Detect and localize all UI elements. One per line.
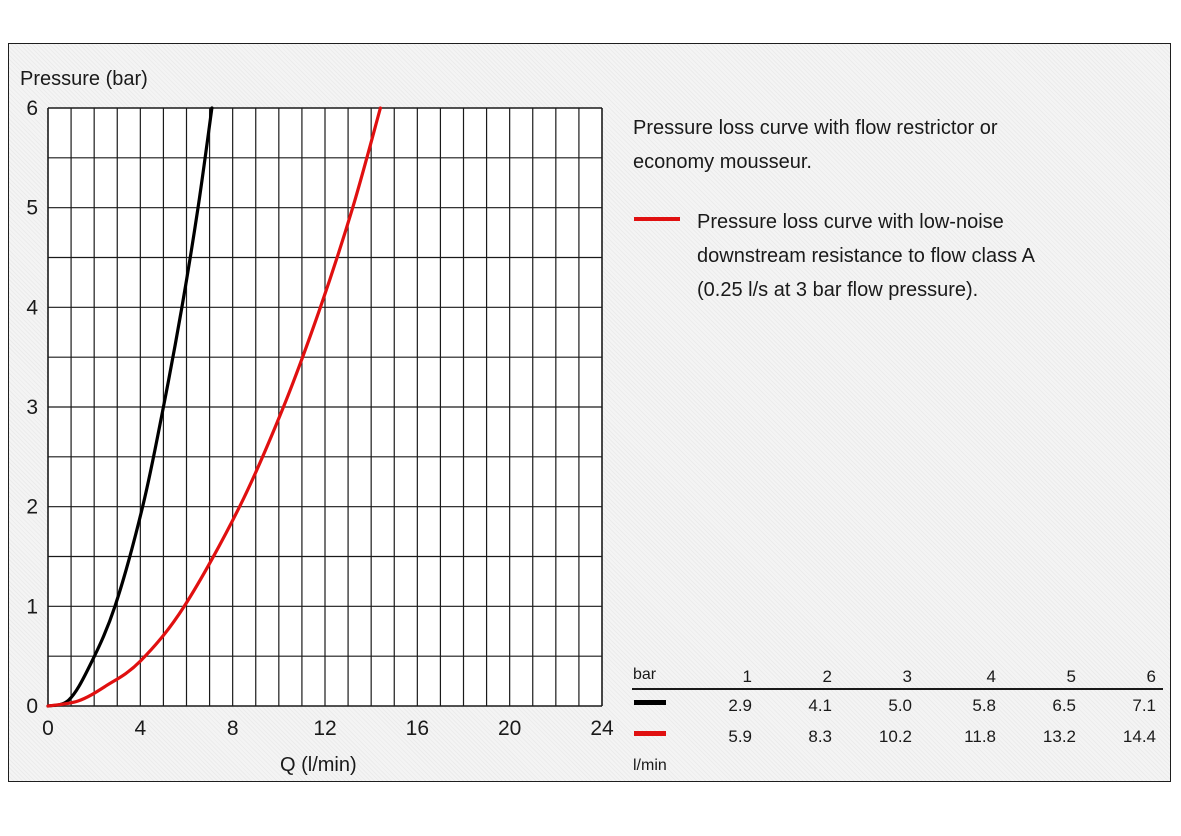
y-tick-label: 4 (26, 296, 38, 319)
table-red-val-6: 14.4 (1122, 727, 1156, 746)
table-col-6: 6 (1146, 667, 1156, 686)
table-red-val-1: 5.9 (728, 727, 752, 746)
legend-black-text-line1: Pressure loss curve with flow restrictor… (633, 117, 998, 139)
curves (46, 106, 382, 708)
x-tick-label: 20 (498, 717, 521, 740)
table-red-val-2: 8.3 (808, 727, 832, 746)
table-row-black-swatch (634, 700, 666, 705)
legend-red-text-line1: Pressure loss curve with low-noise (697, 211, 1004, 233)
table-black-val-3: 5.0 (888, 696, 912, 715)
legend-red-text-line2: downstream resistance to flow class A (697, 245, 1035, 267)
y-tick-label: 5 (26, 197, 38, 220)
x-tick-label: 0 (42, 717, 54, 740)
legend-red-text-line3: (0.25 l/s at 3 bar flow pressure). (697, 279, 979, 301)
series-red-curve (46, 106, 382, 708)
x-tick-label: 4 (134, 717, 146, 740)
x-tick-label: 12 (313, 717, 336, 740)
table-black-val-2: 4.1 (808, 696, 832, 715)
table-red-val-5: 13.2 (1042, 727, 1076, 746)
table-unit-label: l/min (633, 757, 667, 774)
series-black-curve (46, 106, 214, 708)
table-black-val-5: 6.5 (1052, 696, 1076, 715)
y-tick-label: 2 (26, 496, 38, 519)
legend-red-swatch (634, 217, 680, 221)
table-black-val-1: 2.9 (728, 696, 752, 715)
table-red-val-4: 11.8 (964, 727, 996, 746)
legend-black-text-line2: economy mousseur. (633, 151, 812, 173)
y-tick-label: 1 (26, 595, 38, 618)
x-axis-label: Q (l/min) (280, 754, 357, 776)
table-rule (632, 688, 1163, 690)
y-tick-label: 6 (26, 97, 38, 120)
table-col-3: 3 (902, 667, 912, 686)
table-black-val-6: 7.1 (1132, 696, 1156, 715)
table-row-red-swatch (634, 731, 666, 736)
table-col-5: 5 (1066, 667, 1076, 686)
table-red-val-3: 10.2 (878, 727, 912, 746)
plot-grid (47, 107, 603, 707)
x-tick-label: 16 (406, 717, 429, 740)
table-black-val-4: 5.8 (972, 696, 996, 715)
table-col-1: 1 (742, 667, 752, 686)
y-axis-label: Pressure (bar) (20, 68, 148, 90)
x-tick-label: 8 (227, 717, 239, 740)
y-tick-label: 3 (26, 396, 38, 419)
table-col-2: 2 (822, 667, 832, 686)
x-tick-label: 24 (590, 717, 614, 740)
table-header-label: bar (633, 666, 657, 683)
table-col-4: 4 (986, 667, 996, 686)
y-tick-label: 0 (26, 695, 38, 718)
